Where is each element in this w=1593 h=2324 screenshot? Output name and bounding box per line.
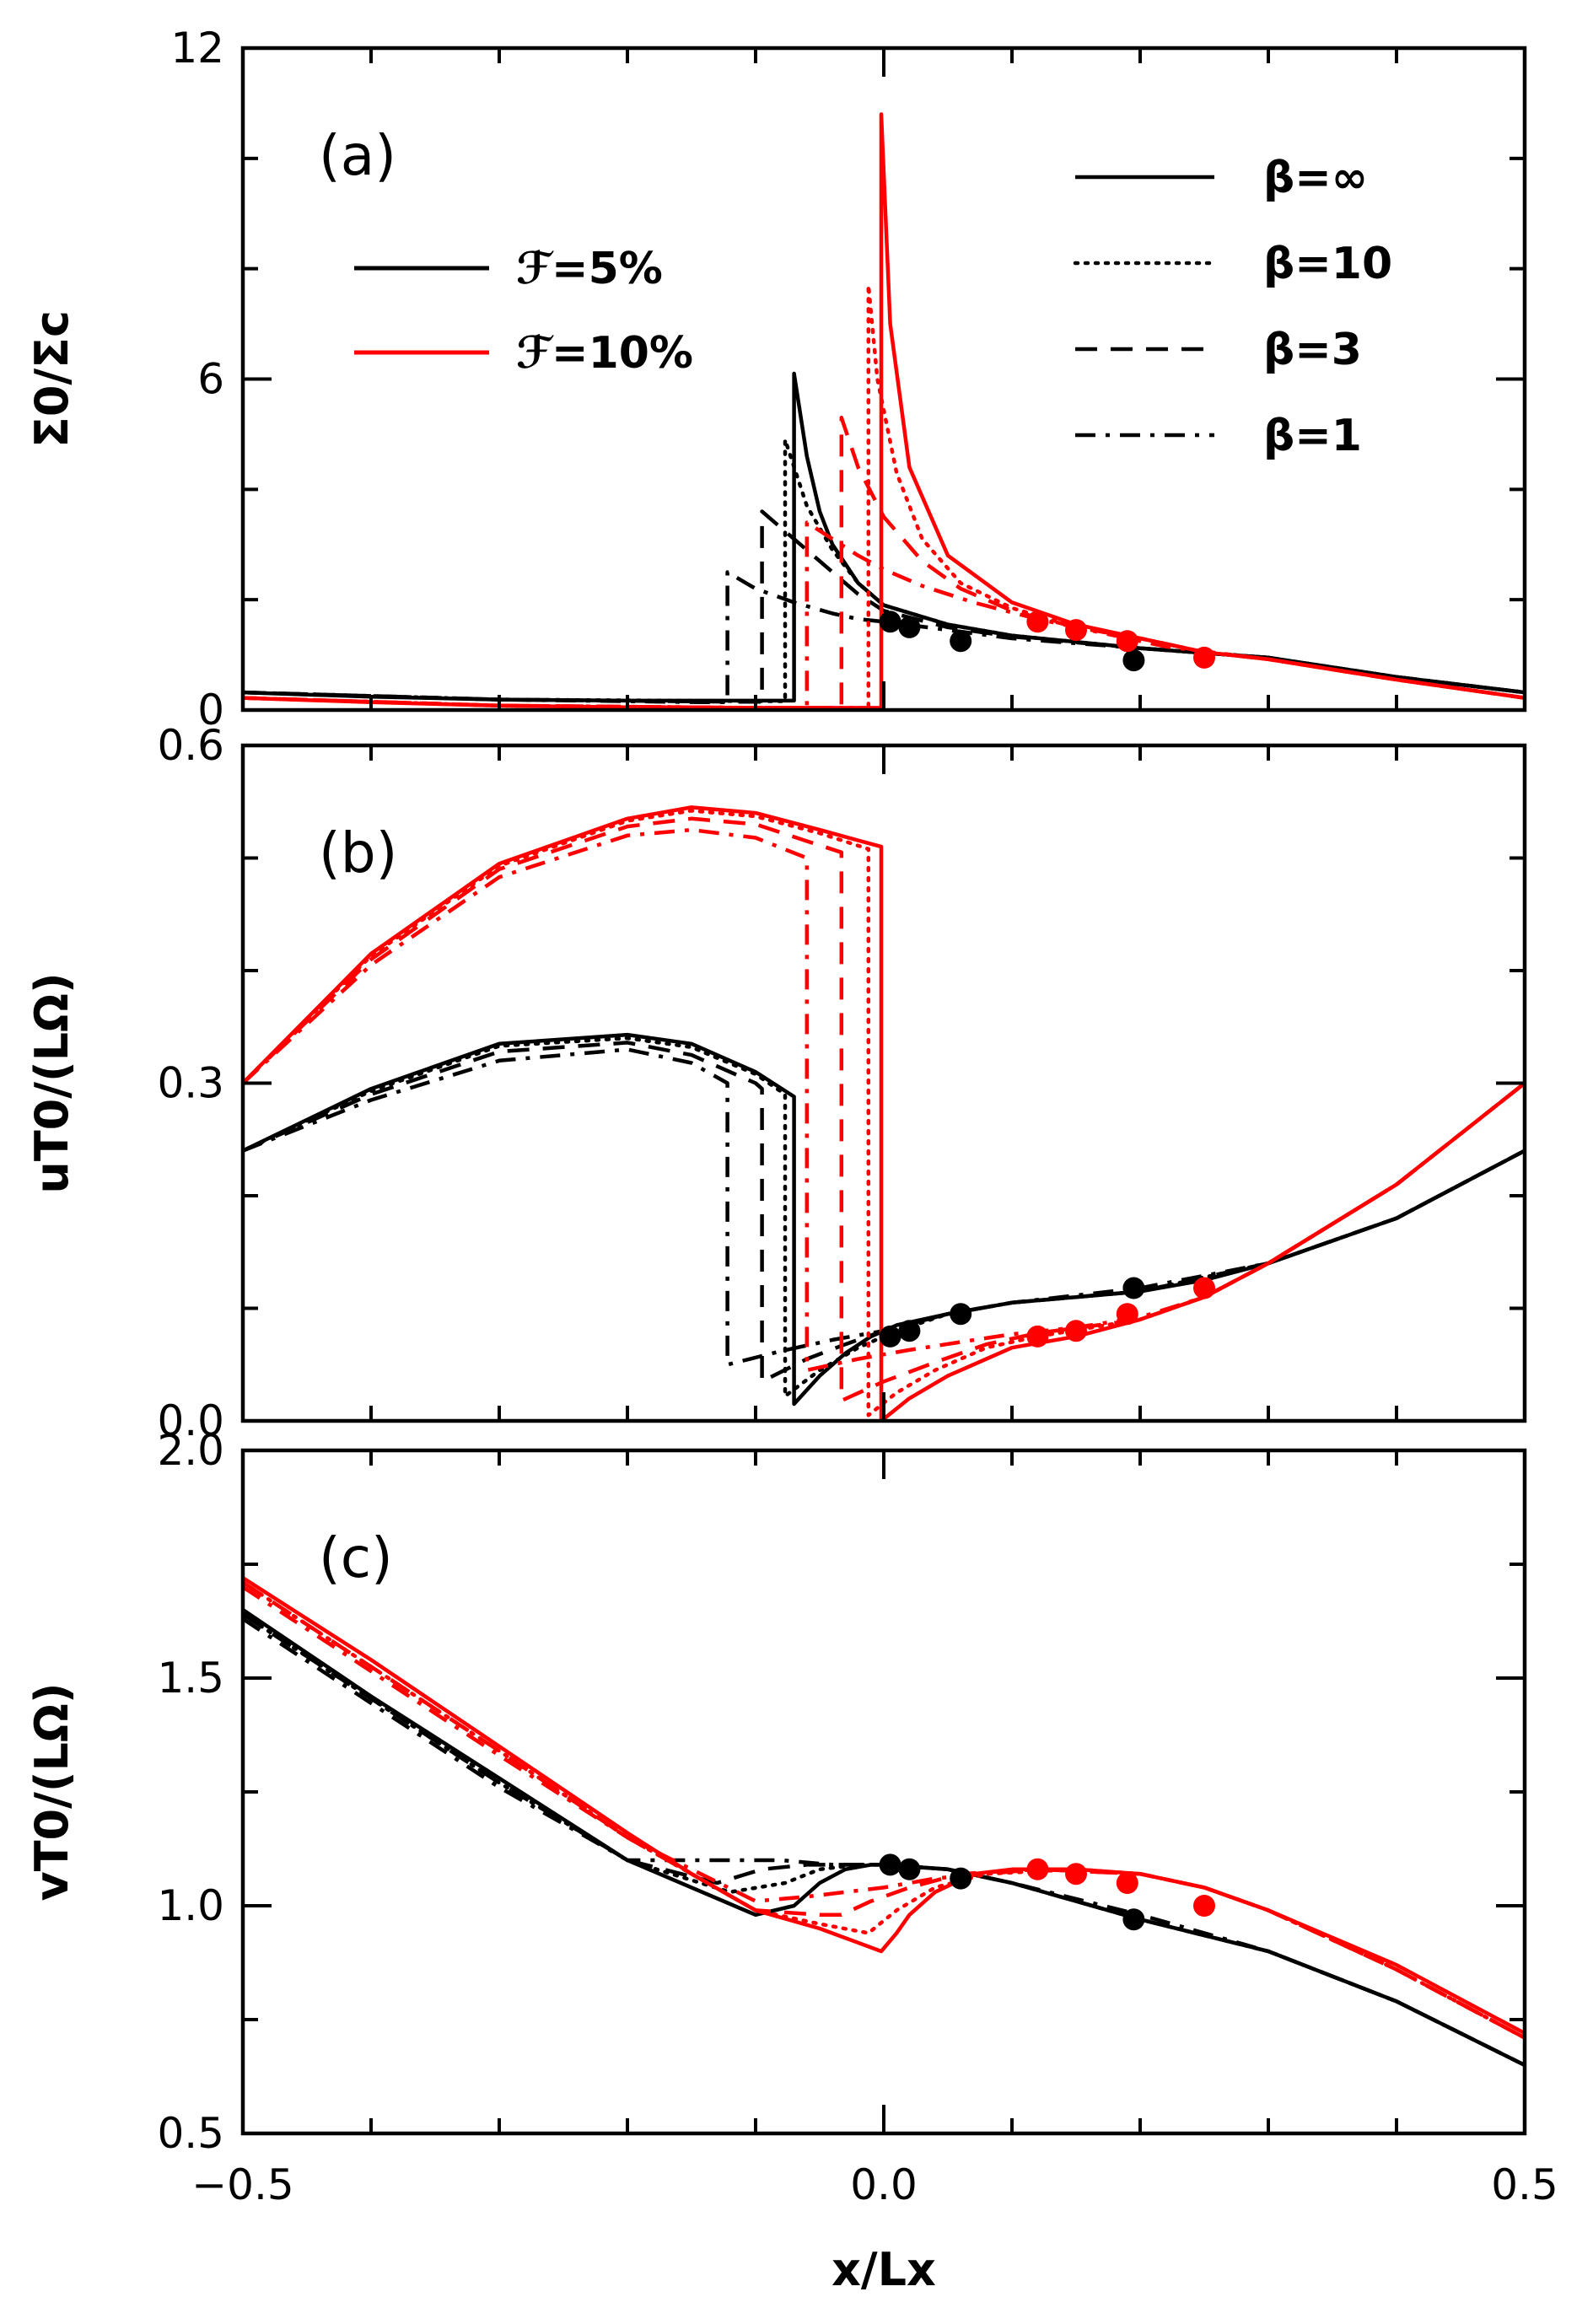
legend-beta-label: β=10 [1263,239,1392,289]
y-tick-label: 6 [197,355,224,404]
y-tick-label: 1.5 [157,1654,224,1703]
data-marker [1116,630,1138,653]
series-line-a-f10-dashdot [243,520,1525,710]
legend-beta-label: β=1 [1263,411,1362,461]
legend-flux-label: ℱ=10% [516,328,693,379]
series-line-c-f10-dashdot [243,1585,1525,2040]
y-tick-label: 1.0 [157,1881,224,1930]
data-marker [1193,1277,1215,1299]
x-tick-label: −0.5 [191,2160,293,2209]
data-marker [879,1853,901,1876]
y-tick-label: 12 [170,24,224,73]
y-tick-label: 0.6 [157,721,224,770]
y-axis-title: Σ0/Σc [25,310,78,448]
y-tick-label: 0.5 [157,2109,224,2158]
panel-letter: (a) [319,123,396,188]
legend-flux: ℱ=5% ℱ=10% [354,244,693,379]
data-marker [1122,649,1145,672]
y-tick-label: 0 [197,686,224,734]
data-marker [898,616,921,638]
series-line-c-f10-dashed [243,1580,1525,2040]
data-marker [898,1320,921,1342]
panel-b: 0.0 0.3 0.6 uT0/(LΩ) (b) [25,721,1527,1445]
series-line-c-f5-dashdot [243,1617,1525,2068]
data-marker [1026,1858,1049,1880]
data-marker [950,1867,972,1890]
legend-beta: β=∞ β=10 β=3 β=1 [1073,153,1392,461]
y-tick-label: 0.3 [157,1059,224,1108]
series-line-a-f10-dashed [243,416,1525,710]
series-group [243,1576,1525,2068]
panels: 0 6 12 Σ0/Σc (a) 0.0 0.3 0.6 uT0/(LΩ) (b) 0.5 1.0 1.… [25,24,1527,2158]
data-marker [1122,1277,1145,1299]
data-marker [1193,1895,1215,1917]
x-axis-title: x/Lx [831,2243,936,2296]
ticks [241,46,1526,712]
data-marker [1026,611,1049,633]
data-marker [1026,1325,1049,1348]
data-marker [1122,1908,1145,1931]
data-marker [950,1303,972,1326]
data-marker [898,1858,921,1880]
series-line-b-f10-dashed [243,816,1525,1403]
series-line-b-f10-dashdot [243,827,1525,1373]
x-tick-label: 0.5 [1491,2160,1558,2209]
series-group [243,112,1525,710]
legend-beta-label: β=∞ [1263,153,1368,203]
data-marker [1065,619,1087,642]
y-tick-label: 2.0 [157,1426,224,1475]
ticks [241,1449,1526,2135]
panel-c: 0.5 1.0 1.5 2.0 vT0/(LΩ) (c) [25,1426,1527,2158]
y-axis-title: uT0/(LΩ) [25,972,78,1193]
y-tick-label: 0.0 [157,1396,224,1445]
x-tick-labels: −0.5 0.0 0.5 [191,2160,1558,2209]
data-marker [950,630,972,653]
legend-beta-label: β=3 [1263,325,1362,375]
data-marker [1116,1303,1138,1326]
data-marker [879,611,901,633]
data-marker [879,1325,901,1348]
ticks [241,744,1526,1423]
y-axis-title: vT0/(LΩ) [25,1682,78,1901]
data-marker [1193,646,1215,669]
series-line-b-f5-solid [243,1032,1525,1407]
data-marker [1116,1872,1138,1894]
data-marker [1065,1863,1087,1886]
panel-letter: (c) [319,1525,393,1590]
data-marker [1065,1320,1087,1342]
panel-a: 0 6 12 Σ0/Σc (a) [25,24,1527,734]
x-axis: −0.5 0.0 0.5 x/Lx [191,2160,1558,2296]
series-line-c-f5-dashed [243,1612,1525,2068]
legend-flux-label: ℱ=5% [516,244,663,294]
x-tick-label: 0.0 [850,2160,918,2209]
panel-letter: (b) [319,820,397,885]
